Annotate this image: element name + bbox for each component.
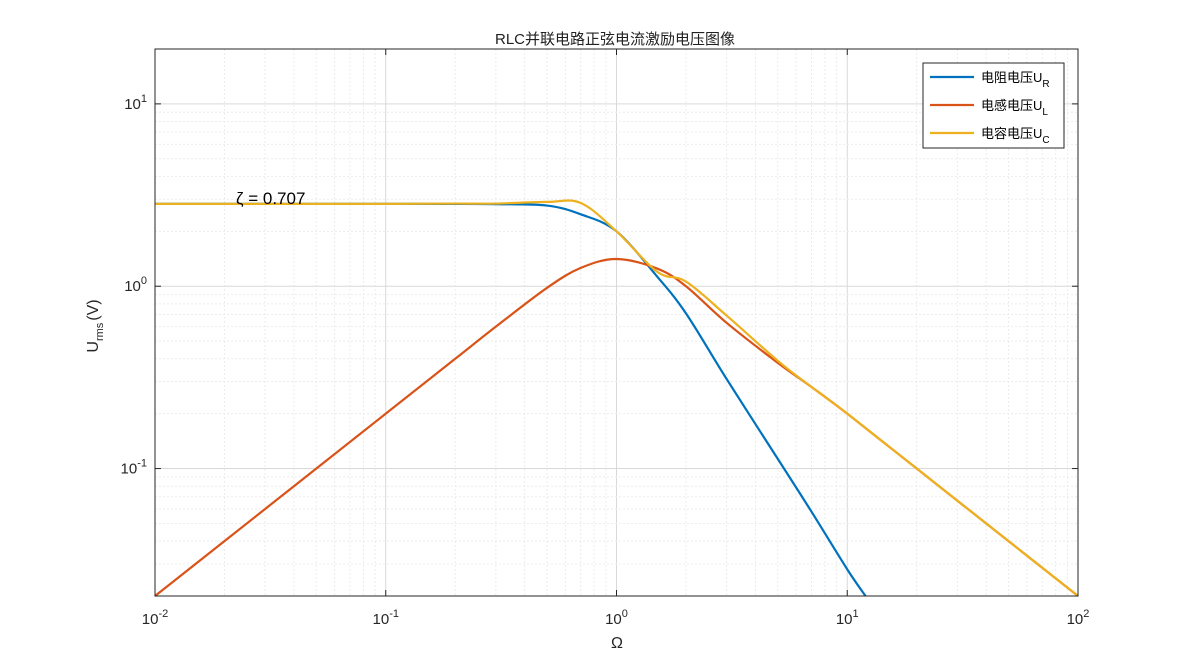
x-tick-label-exp: 0: [622, 608, 628, 620]
y-tick-label: 101: [124, 93, 147, 113]
chart-title: RLC并联电路正弦电流激励电压图像: [495, 31, 735, 48]
series-layer: [154, 199, 1079, 597]
legend-label-sub: R: [1042, 79, 1049, 90]
x-tick-label-base: 10: [373, 611, 390, 628]
legend-label-main: 电阻电压U: [981, 70, 1042, 85]
y-tick-label: 10-1: [121, 458, 147, 478]
x-tick-label-exp: -2: [158, 608, 168, 620]
legend-label-C: 电容电压UC: [981, 126, 1050, 146]
x-tick-label-base: 10: [836, 611, 853, 628]
x-tick-label: 100: [605, 608, 628, 628]
legend-label-L: 电感电压UL: [981, 98, 1048, 118]
x-tick-label-exp: 1: [853, 608, 859, 620]
y-tick-label-base: 10: [121, 461, 138, 478]
x-tick-label-exp: 2: [1083, 608, 1089, 620]
x-axis-label: Ω: [611, 635, 623, 652]
y-axis-label-sub: rms: [94, 322, 106, 341]
y-tick-label-exp: 1: [141, 93, 147, 105]
y-tick-label-base: 10: [124, 96, 141, 113]
x-tick-label-base: 10: [142, 611, 159, 628]
x-tick-label-exp: -1: [389, 608, 399, 620]
legend-label-sub: L: [1042, 107, 1048, 118]
y-axis-label-tail: (V): [85, 299, 102, 320]
x-tick-label: 101: [836, 608, 859, 628]
legend-label-main: 电容电压U: [981, 126, 1042, 141]
legend-label-main: 电感电压U: [981, 98, 1042, 113]
y-tick-label-exp: 0: [141, 275, 147, 287]
x-tick-label-base: 10: [1067, 611, 1084, 628]
x-tick-label: 10-2: [142, 608, 168, 628]
x-tick-label-base: 10: [605, 611, 622, 628]
y-tick-label: 100: [124, 275, 147, 295]
y-tick-label-exp: -1: [137, 458, 147, 470]
grid-layer: [154, 48, 1078, 597]
y-tick-label-base: 10: [124, 278, 141, 295]
y-axis-label-main: U: [85, 341, 102, 353]
x-tick-label: 10-1: [373, 608, 399, 628]
series-line-C: [154, 199, 1079, 597]
y-axis-label: Urms (V): [85, 299, 106, 352]
zeta-annotation: ζ = 0.707: [236, 189, 305, 208]
legend-label-sub: C: [1042, 135, 1049, 146]
legend-label-R: 电阻电压UR: [981, 70, 1050, 90]
x-tick-label: 102: [1067, 608, 1090, 628]
